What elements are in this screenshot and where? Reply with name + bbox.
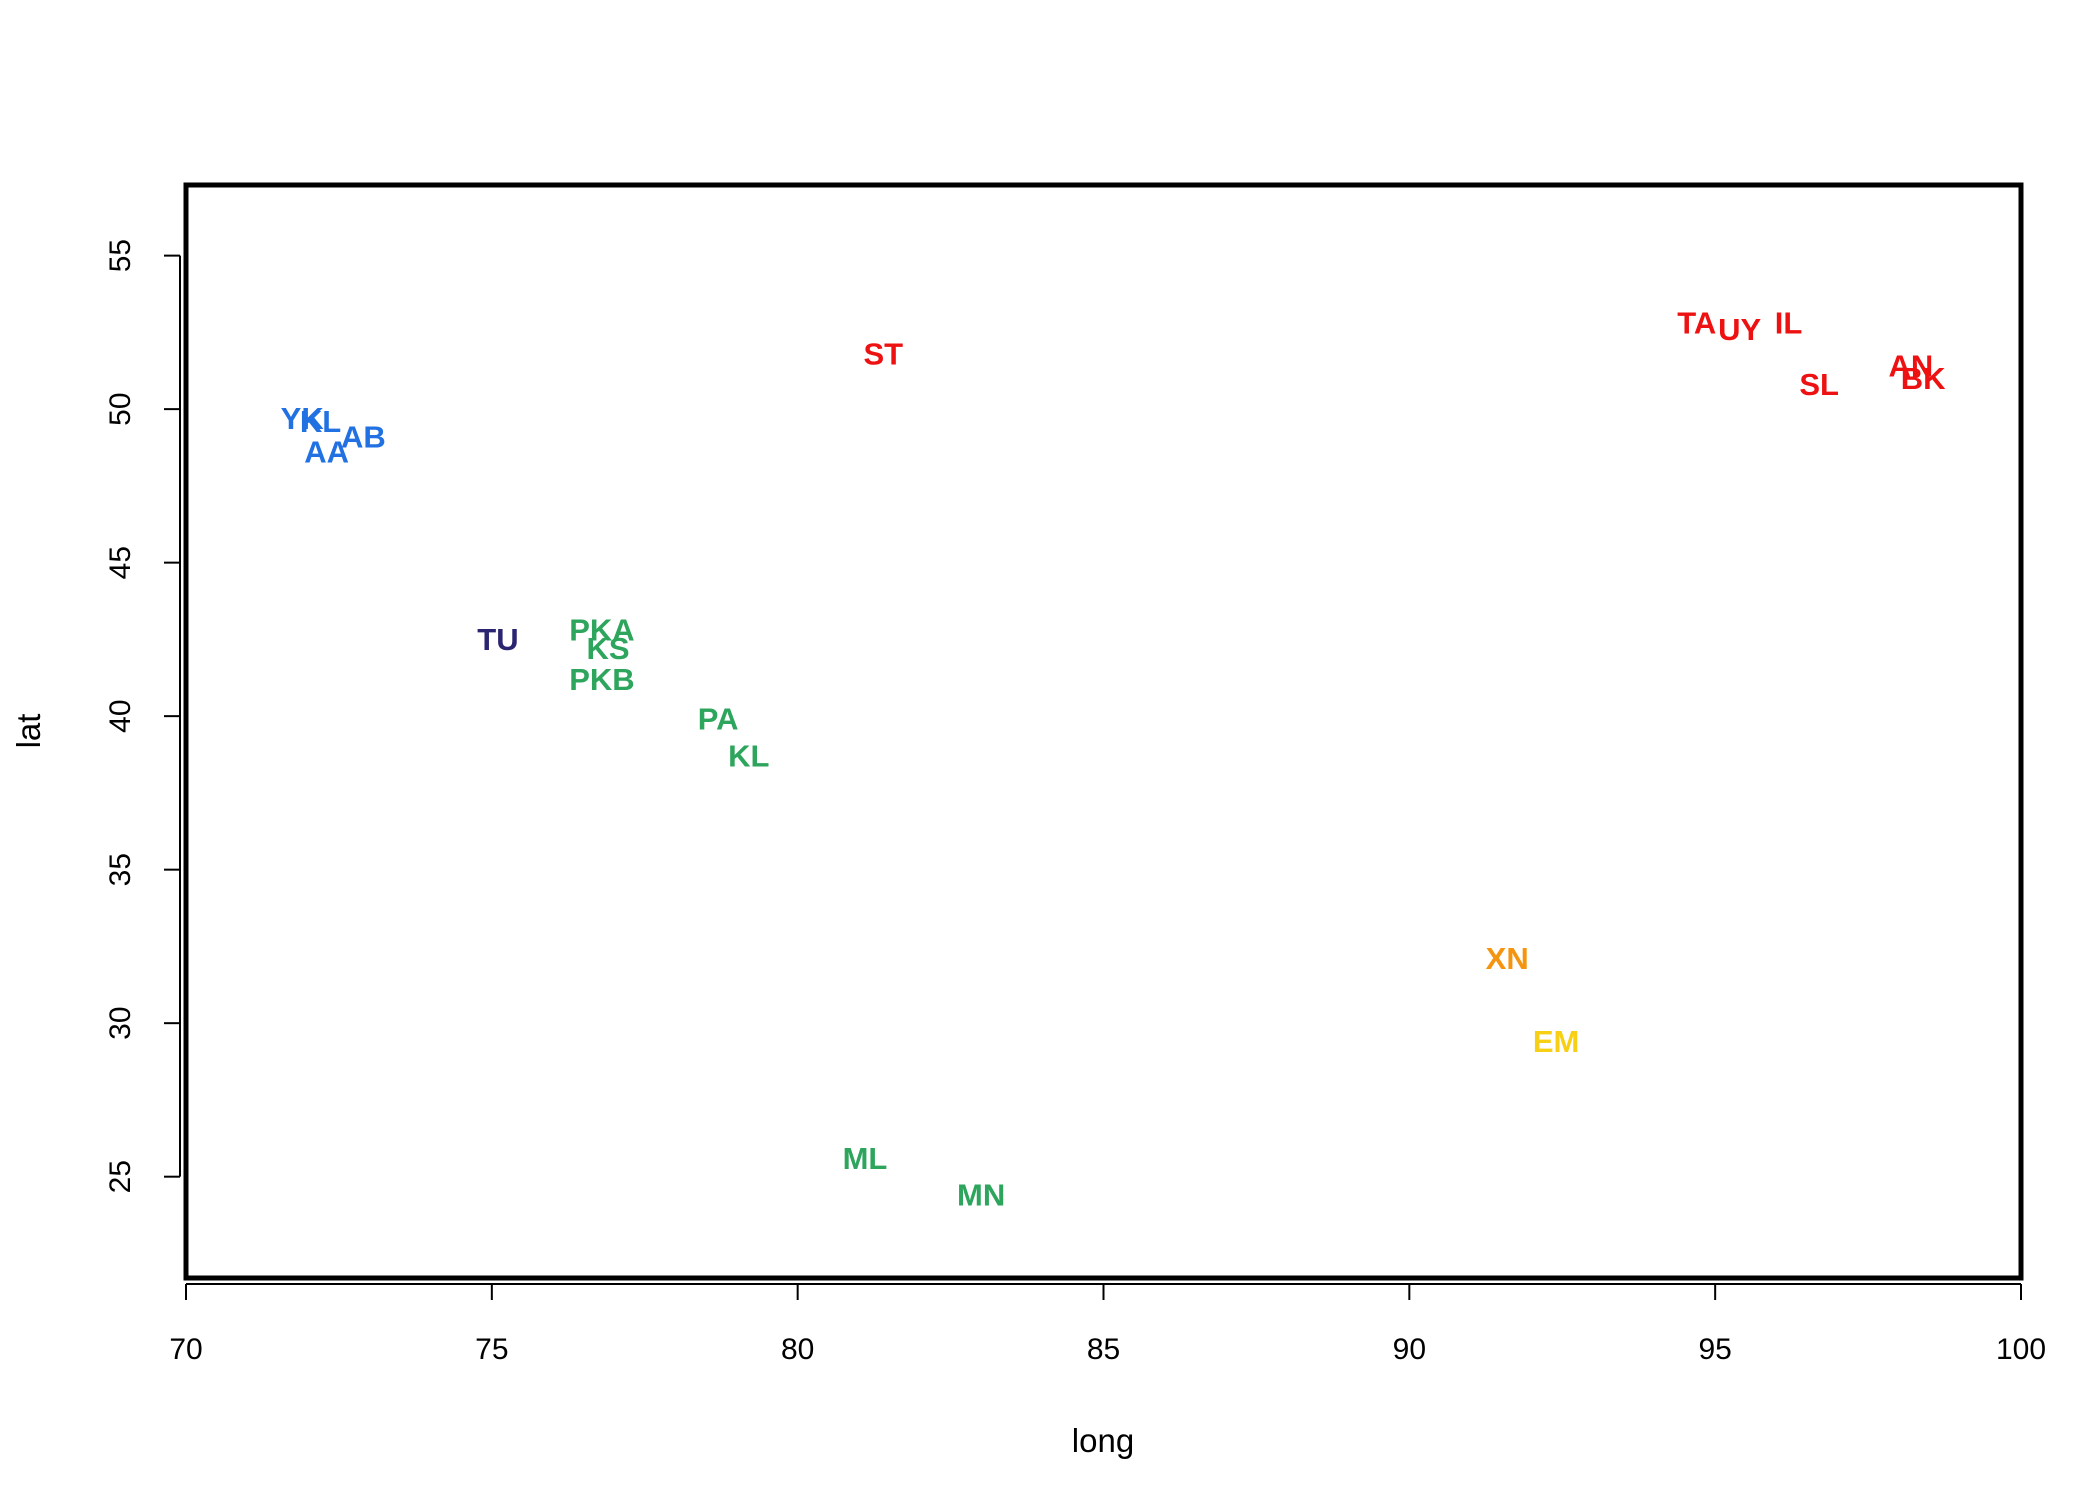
- y-axis-title: lat: [10, 714, 47, 749]
- point-label-xn: XN: [1486, 941, 1529, 976]
- point-label-pkb: PKB: [569, 662, 634, 697]
- x-tick-label: 75: [475, 1333, 508, 1366]
- y-tick-label: 45: [104, 546, 137, 579]
- x-tick-label: 90: [1393, 1333, 1426, 1366]
- x-axis-title: long: [1072, 1422, 1134, 1459]
- x-tick-label: 85: [1087, 1333, 1120, 1366]
- x-axis: 70 75 80 85 90 95 100: [169, 1283, 2046, 1366]
- y-tick-label: 50: [104, 392, 137, 425]
- point-label-kl: KL: [728, 739, 769, 774]
- point-label-il: IL: [1775, 306, 1803, 341]
- y-tick-label: 55: [104, 239, 137, 272]
- y-axis: 25 30 35 40 45 50 55: [104, 239, 181, 1193]
- point-label-bk: BK: [1901, 361, 1946, 396]
- y-tick-label: 25: [104, 1160, 137, 1193]
- y-tick-label: 40: [104, 699, 137, 732]
- y-tick-label: 35: [104, 853, 137, 886]
- y-tick-label: 30: [104, 1006, 137, 1039]
- point-label-tu: TU: [477, 622, 518, 657]
- point-label-uy: UY: [1718, 312, 1761, 347]
- point-label-em: EM: [1533, 1024, 1580, 1059]
- point-label-ks: KS: [587, 631, 630, 666]
- point-label-ta: TA: [1677, 306, 1716, 341]
- point-label-sl: SL: [1799, 367, 1839, 402]
- x-tick-label: 80: [781, 1333, 814, 1366]
- point-label-aa: AA: [304, 435, 349, 470]
- point-label-ab: AB: [341, 419, 386, 454]
- point-label-yk: YK: [281, 401, 325, 436]
- point-label-pa: PA: [698, 702, 739, 737]
- x-tick-label: 100: [1996, 1333, 2046, 1366]
- plot-frame: [183, 182, 2024, 1281]
- point-label-an: AN: [1889, 349, 1934, 384]
- point-label-mn: MN: [957, 1178, 1005, 1213]
- point-label-st: ST: [863, 336, 903, 371]
- x-tick-label: 70: [169, 1333, 202, 1366]
- point-label-kl: KL: [300, 404, 341, 439]
- point-label-pka: PKA: [569, 613, 634, 648]
- point-label-ml: ML: [843, 1141, 888, 1176]
- x-tick-label: 95: [1698, 1333, 1731, 1366]
